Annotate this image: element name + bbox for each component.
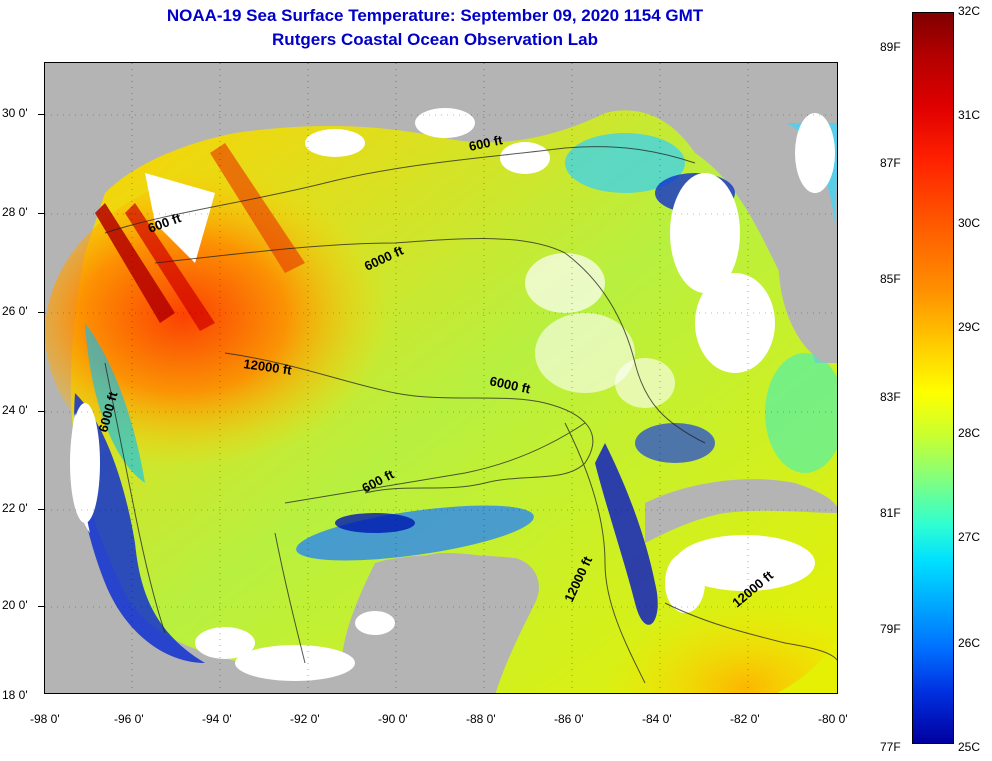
sst-map-canvas: 600 ft 6000 ft 12000 ft 6000 ft 6000 ft …	[45, 63, 837, 693]
lon-label: -88 0'	[466, 712, 496, 726]
lon-label: -90 0'	[378, 712, 408, 726]
contour-label: 12000 ft	[243, 356, 294, 378]
lon-label: -96 0'	[114, 712, 144, 726]
lat-label: 24 0'	[2, 403, 28, 417]
lat-label: 28 0'	[2, 205, 28, 219]
warm-region-west	[45, 163, 505, 503]
colorbar-fahrenheit-label: 85F	[880, 272, 901, 286]
temperature-colorbar	[912, 12, 954, 744]
cool-plume-yucatan	[296, 505, 534, 561]
axis-tick	[38, 213, 44, 214]
lon-label: -82 0'	[730, 712, 760, 726]
sst-map: 600 ft 6000 ft 12000 ft 6000 ft 6000 ft …	[44, 62, 838, 694]
colorbar-celsius-label: 30C	[958, 216, 981, 230]
cloud-mask	[70, 108, 835, 681]
colorbar-celsius-label: 31C	[958, 108, 981, 122]
colorbar-celsius-label: 25C	[958, 740, 981, 754]
florida-land	[765, 123, 837, 363]
lat-label: 22 0'	[2, 501, 28, 515]
colorbar-fahrenheit-label: 89F	[880, 40, 901, 54]
colorbar-celsius-label: 27C	[958, 530, 981, 544]
map-subtitle: Rutgers Coastal Ocean Observation Lab	[272, 30, 598, 49]
lon-label: -98 0'	[30, 712, 60, 726]
bathymetry-contours	[104, 146, 837, 684]
lon-label: -86 0'	[554, 712, 584, 726]
lon-label: -94 0'	[202, 712, 232, 726]
axis-tick	[38, 312, 44, 313]
contour-label: 600 ft	[468, 132, 505, 154]
yucatan-land	[341, 554, 539, 693]
colorbar-celsius-label: 28C	[958, 426, 981, 440]
axis-tick	[38, 411, 44, 412]
colorbar-celsius-label: 26C	[958, 636, 981, 650]
colorbar-fahrenheit-label: 81F	[880, 506, 901, 520]
colorbar-fahrenheit-label: 77F	[880, 740, 901, 754]
lat-label: 30 0'	[2, 106, 28, 120]
cuba-land	[645, 479, 837, 543]
graticule	[45, 63, 837, 693]
lon-label: -92 0'	[290, 712, 320, 726]
colorbar-celsius-label: 32C	[958, 4, 981, 18]
lon-label: -80 0'	[818, 712, 848, 726]
lat-label: 18 0'	[2, 688, 28, 702]
colorbar-fahrenheit-label: 83F	[880, 390, 901, 404]
map-title: NOAA-19 Sea Surface Temperature: Septemb…	[166, 6, 704, 25]
cool-region-west-coast	[74, 393, 206, 663]
lat-label: 26 0'	[2, 304, 28, 318]
axis-tick	[38, 114, 44, 115]
cool-region-cuba	[595, 443, 658, 625]
lat-label: 20 0'	[2, 598, 28, 612]
axis-tick	[38, 606, 44, 607]
colorbar-fahrenheit-label: 79F	[880, 622, 901, 636]
colorbar-fahrenheit-label: 87F	[880, 156, 901, 170]
colorbar-celsius-label: 29C	[958, 320, 981, 334]
lon-label: -84 0'	[642, 712, 672, 726]
axis-tick	[38, 509, 44, 510]
